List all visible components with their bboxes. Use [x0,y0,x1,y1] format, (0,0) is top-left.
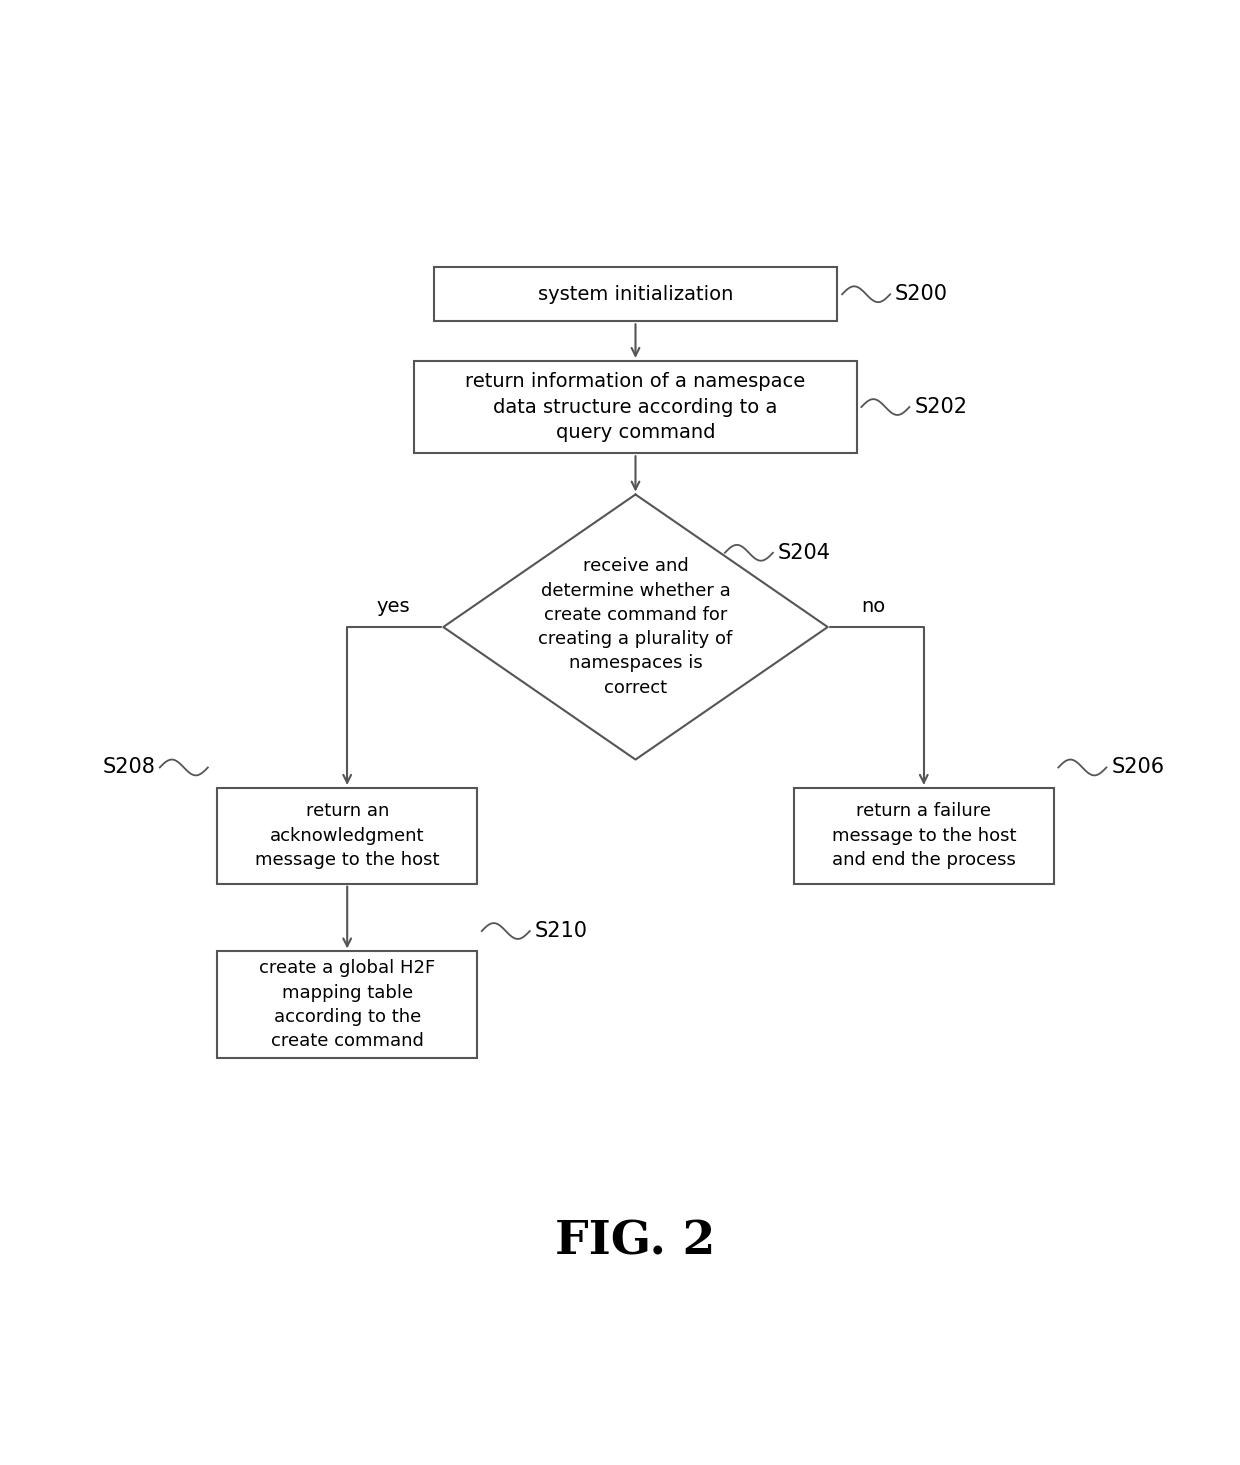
Text: return a failure
message to the host
and end the process: return a failure message to the host and… [832,803,1016,869]
Bar [794,788,1054,883]
Text: FIG. 2: FIG. 2 [556,1219,715,1264]
Text: yes: yes [376,598,409,617]
Text: return an
acknowledgment
message to the host: return an acknowledgment message to the … [255,803,439,869]
Text: S202: S202 [914,397,967,418]
Text: S204: S204 [777,544,831,563]
Text: receive and
determine whether a
create command for
creating a plurality of
names: receive and determine whether a create c… [538,557,733,697]
Text: return information of a namespace
data structure according to a
query command: return information of a namespace data s… [465,372,806,442]
Bar [217,951,477,1059]
Bar [434,267,837,321]
Text: S206: S206 [1111,757,1164,778]
Text: S208: S208 [102,757,155,778]
Text: system initialization: system initialization [538,284,733,303]
Text: create a global H2F
mapping table
according to the
create command: create a global H2F mapping table accord… [259,960,435,1050]
Text: S200: S200 [895,284,947,305]
Text: S210: S210 [534,921,588,941]
Bar [414,360,857,453]
Text: no: no [862,598,885,617]
Bar [217,788,477,883]
